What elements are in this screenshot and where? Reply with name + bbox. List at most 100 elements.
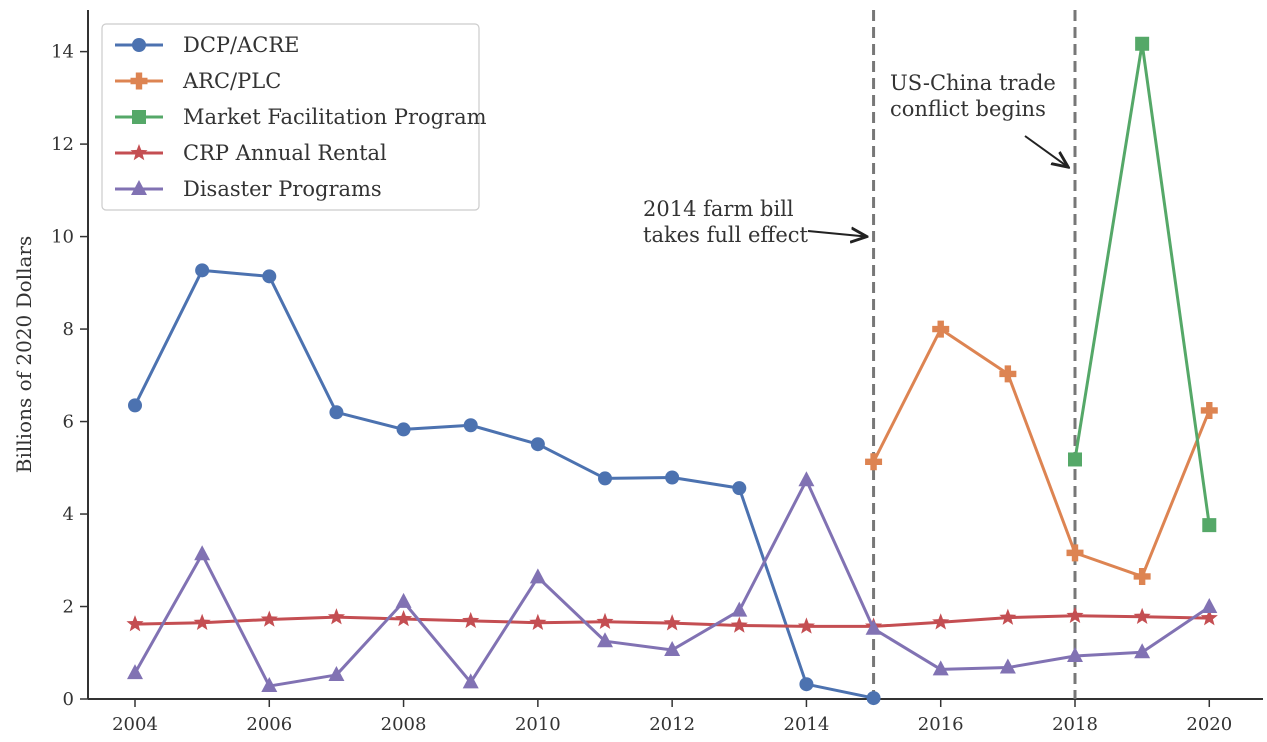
series-line	[1073, 42, 1211, 526]
y-tick-label: 8	[63, 319, 74, 340]
legend-entry: CRP Annual Rental	[115, 141, 387, 165]
data-point	[195, 263, 210, 278]
data-point	[797, 617, 815, 634]
x-tick-label: 2012	[649, 714, 695, 735]
data-point	[262, 269, 277, 284]
series-line	[872, 327, 1211, 578]
data-point	[329, 405, 344, 420]
y-tick-label: 14	[51, 42, 74, 63]
annotation-line: US-China trade	[890, 71, 1056, 95]
x-tick-label: 2006	[246, 714, 292, 735]
y-tick-label: 10	[51, 227, 74, 248]
data-point	[664, 640, 681, 656]
y-tick-label: 6	[63, 412, 74, 433]
x-tick-label: 2008	[381, 714, 427, 735]
data-point	[1135, 36, 1150, 51]
legend: DCP/ACRE ARC/PLC Market Facilitation Progr…	[101, 23, 487, 211]
legend-label: CRP Annual Rental	[183, 141, 387, 165]
data-point	[396, 422, 411, 437]
data-point	[529, 568, 546, 584]
annotation-line: conflict begins	[890, 97, 1046, 121]
legend-marker	[132, 38, 146, 52]
y-tick-label: 2	[63, 597, 74, 618]
data-point	[598, 471, 612, 486]
data-point	[1134, 643, 1151, 659]
data-point	[865, 619, 882, 635]
data-point	[462, 611, 480, 629]
data-point	[1066, 544, 1084, 562]
data-point	[193, 613, 211, 630]
data-point	[395, 610, 413, 627]
data-point	[1068, 452, 1082, 467]
data-point	[932, 613, 950, 630]
annotation-farm-bill: 2014 farm bill takes full effect	[643, 197, 809, 247]
data-point	[126, 615, 144, 632]
x-tick-label: 2016	[918, 714, 964, 735]
y-tick-label: 4	[63, 504, 74, 525]
y-tick-label: 0	[63, 689, 74, 710]
data-point	[1200, 609, 1218, 626]
legend-entry: Market Facilitation Program	[115, 105, 487, 129]
legend-label: Disaster Programs	[183, 177, 382, 201]
x-tick-label: 2014	[784, 714, 830, 735]
data-point	[1201, 597, 1218, 613]
data-point	[529, 613, 547, 630]
data-point	[194, 545, 211, 561]
data-point	[597, 632, 613, 648]
data-point	[1066, 606, 1084, 624]
data-point	[327, 608, 345, 625]
legend-label: Market Facilitation Program	[183, 105, 487, 129]
annotation-trade-conflict: US-China trade conflict begins	[890, 71, 1056, 121]
legend-marker	[131, 180, 147, 195]
data-point	[1133, 607, 1151, 624]
data-point	[261, 677, 278, 693]
data-point	[799, 677, 814, 692]
x-tick-label: 2004	[112, 714, 158, 735]
x-tick-label: 2018	[1052, 714, 1098, 735]
data-point	[127, 664, 143, 680]
annotation-arrow	[807, 231, 867, 237]
annotations: 2014 farm bill takes full effect US-China …	[643, 71, 1068, 247]
legend-entry: Disaster Programs	[115, 177, 382, 201]
legend-entry: ARC/PLC	[115, 69, 281, 93]
annotation-line: 2014 farm bill	[643, 197, 794, 221]
data-point	[1133, 567, 1151, 585]
axes: 2004 2006 2008 2010 2012 2014 2016 2018 2020 0 2 4 6…	[12, 10, 1263, 735]
data-point	[596, 612, 614, 630]
data-point	[798, 471, 815, 487]
series-crp-annual-rental	[126, 606, 1218, 634]
data-point	[663, 614, 681, 631]
data-point	[1202, 518, 1217, 533]
legend-box	[101, 23, 480, 211]
series-dcp-acre	[128, 263, 881, 706]
data-point	[932, 320, 950, 338]
data-point	[732, 481, 747, 496]
data-point	[395, 592, 412, 608]
annotation-arrow	[1024, 135, 1068, 167]
data-point	[999, 608, 1017, 625]
data-point	[462, 673, 479, 689]
data-point	[932, 660, 949, 676]
data-point	[731, 601, 748, 617]
data-point	[128, 398, 142, 413]
legend-label: ARC/PLC	[182, 69, 281, 93]
y-tick-label: 12	[51, 134, 74, 155]
data-point	[730, 616, 748, 633]
data-point	[260, 610, 278, 627]
x-tick-label: 2010	[515, 714, 561, 735]
vertical-reference-lines	[872, 10, 1077, 699]
series-line	[133, 268, 874, 700]
y-axis-title: Billions of 2020 Dollars	[12, 236, 36, 474]
annotation-line: takes full effect	[643, 223, 809, 247]
legend-marker	[130, 144, 148, 161]
legend-marker	[130, 72, 148, 90]
data-point	[530, 437, 545, 452]
data-point	[866, 691, 881, 706]
series-market-facilitation-program	[1068, 36, 1217, 533]
series-disaster-programs	[127, 471, 1218, 693]
data-point	[999, 658, 1016, 674]
data-point	[865, 453, 883, 471]
legend-marker	[132, 110, 146, 124]
data-point	[665, 470, 680, 485]
